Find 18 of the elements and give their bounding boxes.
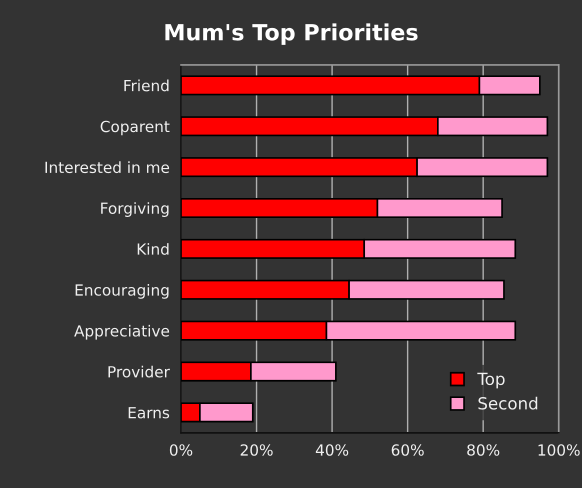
y-tick-label: Appreciative	[74, 324, 170, 340]
y-tick-label: Kind	[138, 243, 168, 255]
x-tick-label: 0%	[170, 444, 192, 456]
y-tick-label: Encouraging	[76, 284, 168, 299]
y-tick-label: Coparent	[100, 120, 170, 136]
y-tick-label: Earns	[128, 407, 170, 418]
legend-label: Top	[477, 372, 505, 388]
x-tick-label: 40%	[316, 444, 348, 456]
x-tick-label: 80%	[467, 444, 500, 456]
x-tick-label: 20%	[240, 444, 273, 456]
y-tick-label: Friend	[124, 80, 168, 92]
y-tick-label: Provider	[108, 366, 170, 378]
y-tick-label: Interested in me	[46, 161, 170, 174]
x-tick-label: 100%	[538, 444, 580, 456]
x-tick-label: 60%	[392, 444, 424, 456]
y-tick-label: Forgiving	[101, 202, 168, 217]
legend-label: Second	[478, 396, 538, 410]
chart-title: Mum's Top Priorities	[165, 23, 418, 45]
